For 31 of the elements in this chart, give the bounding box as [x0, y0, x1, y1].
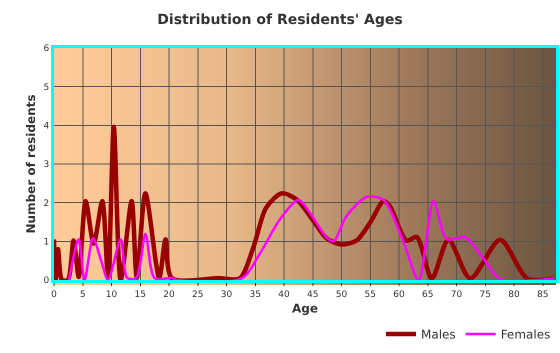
x-tick-label: 30 — [220, 290, 233, 300]
chart-title: Distribution of Residents' Ages — [157, 12, 403, 28]
y-tick-label: 4 — [43, 121, 50, 132]
x-tick-label: 15 — [134, 290, 146, 300]
x-tick-label: 40 — [278, 290, 290, 300]
x-tick-label: 25 — [192, 290, 204, 300]
x-tick-label: 10 — [106, 290, 118, 300]
line-series — [68, 195, 555, 280]
x-tick-label: 80 — [508, 290, 520, 300]
x-tick-label: 65 — [422, 290, 434, 300]
y-tick-label: 2 — [43, 198, 50, 209]
y-axis-title: Number of residents — [24, 94, 38, 234]
legend-label: Males — [421, 328, 456, 342]
x-tick-label: 5 — [80, 290, 86, 300]
y-tick-label: 0 — [43, 276, 50, 286]
x-tick-label: 0 — [51, 290, 58, 300]
x-tick-label: 70 — [450, 290, 463, 300]
y-tick-label: 3 — [43, 160, 50, 170]
x-tick-label: 35 — [250, 290, 261, 300]
legend-label: Females — [500, 328, 550, 342]
y-tick-label: 6 — [43, 44, 50, 54]
x-tick-label: 55 — [364, 290, 376, 300]
y-tick-label: 1 — [43, 237, 50, 248]
y-tick-label: 5 — [43, 82, 50, 93]
x-tick-label: 60 — [393, 290, 406, 300]
x-tick-label: 45 — [307, 290, 318, 300]
x-axis-title: Age — [292, 302, 318, 316]
x-tick-label: 20 — [163, 290, 176, 300]
x-tick-label: 85 — [537, 290, 548, 300]
x-tick-label: 75 — [480, 290, 491, 300]
x-tick-label: 50 — [336, 290, 348, 300]
